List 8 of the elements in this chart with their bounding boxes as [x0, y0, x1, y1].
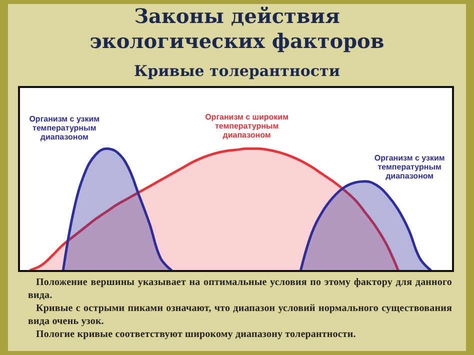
text: Кривые с острыми пиками означают, что диапазон условий нормального существования вида очень узок. [28, 302, 452, 328]
chart-subtitle: Кривые толерантности [133, 62, 341, 80]
text: Пологие кривые соответствуют широкому диапазону толерантности. [35, 328, 357, 341]
series-label: Организм с широким температурным диапазоном [205, 112, 289, 140]
chart-title: Законы действия экологических факторов [88, 4, 386, 54]
series-label: Организм с узким температурным диапазоном [374, 153, 445, 180]
series-label: Организм с узким температурным диапазоном [29, 114, 100, 142]
text: Положение вершины указывает на оптимальные условия по этому фактору для данного вида. [28, 276, 452, 302]
